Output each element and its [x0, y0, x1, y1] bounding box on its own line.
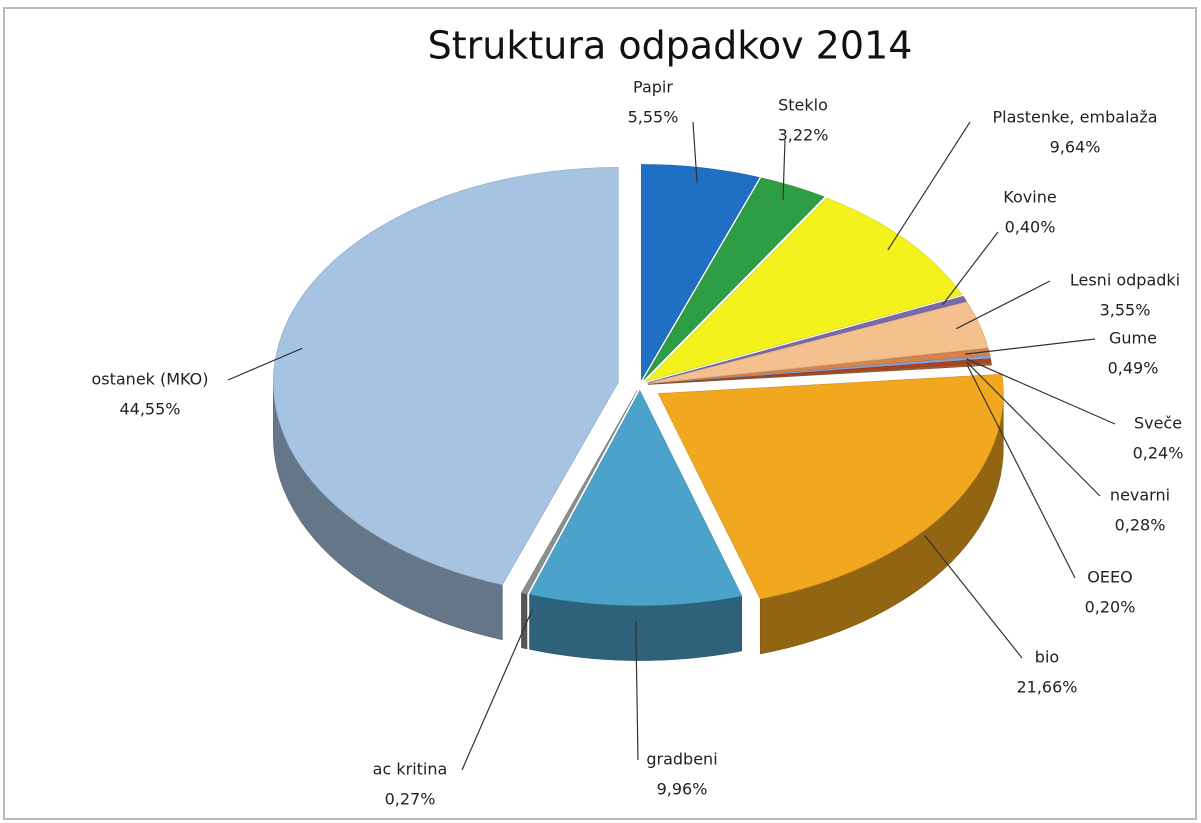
- slice: [529, 389, 743, 606]
- value-label: 0,24%: [1133, 444, 1184, 463]
- category-label: gradbeni: [646, 750, 717, 769]
- leader-line: [782, 139, 786, 200]
- slice: [647, 362, 992, 385]
- slice: [641, 164, 760, 381]
- slice: [273, 167, 619, 586]
- slice: [645, 197, 963, 382]
- category-label: ostanek (MKO): [91, 370, 208, 389]
- category-label: Plastenke, embalaža: [992, 108, 1157, 127]
- leader-line: [966, 361, 1101, 497]
- category-label: Steklo: [778, 96, 828, 115]
- slice: [647, 301, 989, 384]
- value-label: 0,49%: [1108, 359, 1159, 378]
- category-label: ac kritina: [373, 760, 448, 779]
- value-label: 9,96%: [657, 780, 708, 799]
- value-label: 3,55%: [1100, 301, 1151, 320]
- category-label: Papir: [633, 78, 673, 97]
- value-label: 9,64%: [1050, 138, 1101, 157]
- value-label: 5,55%: [628, 108, 679, 127]
- value-label: 21,66%: [1016, 678, 1077, 697]
- value-label: 0,27%: [385, 790, 436, 809]
- slice-side: [521, 592, 528, 650]
- category-label: Kovine: [1003, 188, 1056, 207]
- category-label: Gume: [1109, 329, 1157, 348]
- leader-line: [965, 338, 1096, 355]
- pie-tops: [273, 164, 1004, 606]
- value-label: 0,40%: [1005, 218, 1056, 237]
- leader-line: [966, 364, 1076, 579]
- slice: [657, 373, 1004, 600]
- category-label: Lesni odpadki: [1070, 271, 1180, 290]
- category-label: nevarni: [1110, 486, 1170, 505]
- leader-line: [635, 621, 639, 761]
- slice: [647, 295, 968, 384]
- leader-line: [887, 121, 971, 251]
- value-label: 44,55%: [119, 400, 180, 419]
- leader-line: [955, 280, 1051, 330]
- slice: [643, 177, 825, 381]
- value-label: 0,28%: [1115, 516, 1166, 535]
- leader-line: [942, 231, 999, 306]
- chart-title: Struktura odpadkov 2014: [428, 24, 913, 68]
- leader-line: [692, 121, 698, 183]
- leader-line: [965, 358, 1116, 425]
- value-label: 0,20%: [1085, 598, 1136, 617]
- leader-line: [461, 609, 533, 771]
- leader-line: [227, 347, 303, 381]
- value-label: 3,22%: [778, 126, 829, 145]
- category-label: Sveče: [1134, 414, 1182, 433]
- labels: Papir 5,55% Steklo 3,22% Plastenke, embalaža…: [91, 78, 1183, 809]
- category-label: OEEO: [1087, 568, 1132, 587]
- slice: [520, 390, 638, 595]
- category-label: bio: [1035, 648, 1059, 667]
- leader-line: [924, 535, 1023, 659]
